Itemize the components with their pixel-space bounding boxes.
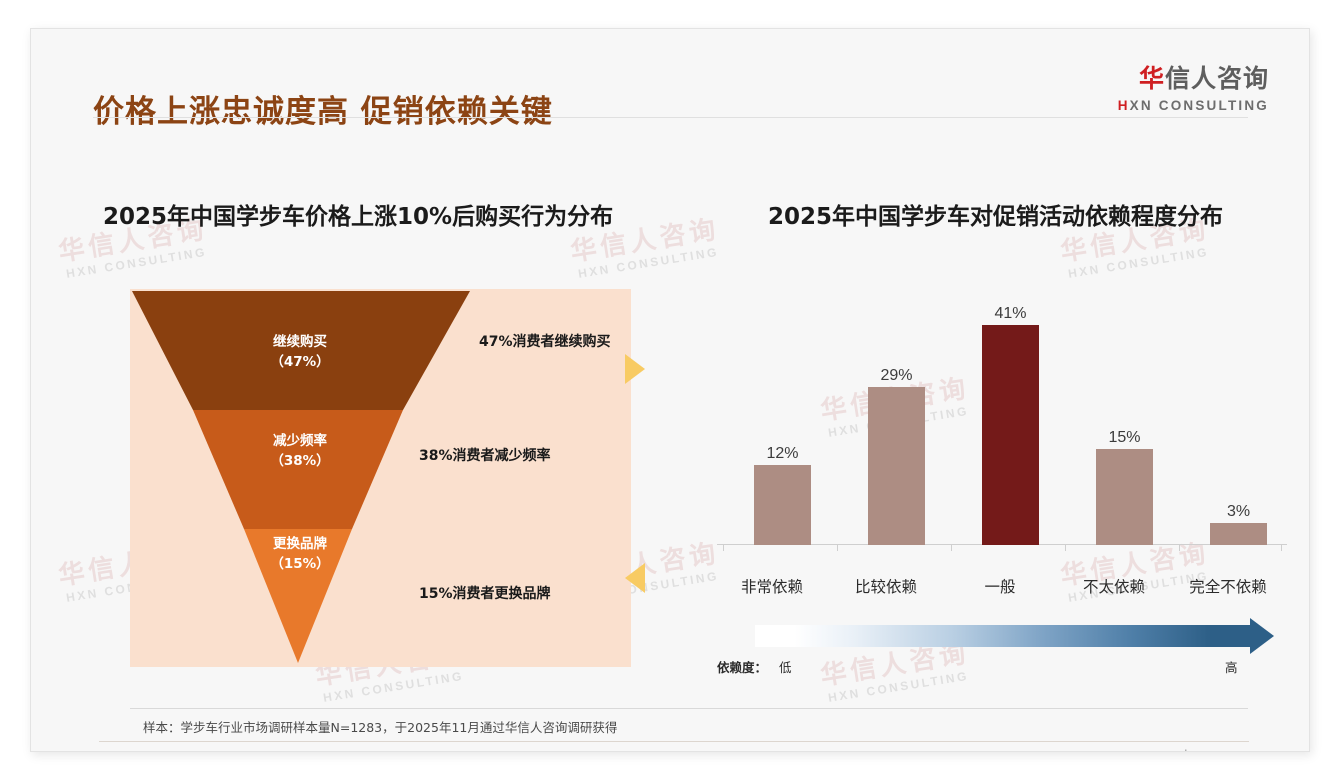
website-link[interactable]: www.hxrcon.com xyxy=(1155,748,1249,751)
dependence-bar-chart: 12% 29% 41% 15% 3% xyxy=(717,305,1287,569)
legend-low-label: 低 xyxy=(779,660,792,675)
bar-value-label: 12% xyxy=(766,445,799,462)
page-title: 价格上涨忠诚度高 促销依赖关键 xyxy=(93,94,553,130)
source-note: 样本：学步车行业市场调研样本量N=1283，于2025年11月通过华信人咨询调研… xyxy=(143,720,618,735)
funnel-label-name-2: 减少频率 xyxy=(273,433,327,449)
funnel-segment-label-3: 更换品牌 （15%） xyxy=(193,535,407,574)
bar-比较依赖[interactable] xyxy=(868,387,925,545)
funnel-segment-label-1: 继续购买 （47%） xyxy=(193,333,407,372)
logo-en-rest: XN CONSULTING xyxy=(1129,98,1269,113)
category-label-比较依赖: 比较依赖 xyxy=(854,578,917,596)
funnel-segment-label-2: 减少频率 （38%） xyxy=(193,432,407,471)
gradient-arrow-icon xyxy=(1250,618,1274,654)
watermark-en: HXN CONSULTING xyxy=(65,244,208,281)
bar-column[interactable] xyxy=(868,387,925,545)
funnel-segment-2 xyxy=(193,410,403,529)
funnel-shape xyxy=(132,291,470,663)
legend-high-label: 高 xyxy=(1225,660,1238,675)
funnel-chart: 继续购买 （47%） 减少频率 （38%） 更换品牌 （15%） 47%消费者继… xyxy=(130,289,631,667)
funnel-label-pct-2: （38%） xyxy=(270,452,330,469)
funnel-note-3: 15%消费者更换品牌 xyxy=(419,586,551,602)
funnel-segment-1 xyxy=(132,291,470,410)
watermark-en: HXN CONSULTING xyxy=(1067,244,1210,281)
right-chart-title: 2025年中国学步车对促销活动依赖程度分布 xyxy=(768,204,1224,230)
watermark-en: HXN CONSULTING xyxy=(577,244,720,281)
logo-chinese: 华信人咨询 xyxy=(1118,59,1269,95)
header: 价格上涨忠诚度高 促销依赖关键 华信人咨询 HXN CONSULTING xyxy=(31,29,1309,130)
title-divider xyxy=(93,117,1248,118)
slide: 华信人咨询 HXN CONSULTING 华信人咨询 HXN CONSULTIN… xyxy=(30,28,1310,752)
bar-一般[interactable] xyxy=(982,325,1039,545)
funnel-label-pct-1: （47%） xyxy=(270,353,330,370)
funnel-label-name-3: 更换品牌 xyxy=(273,536,327,552)
copyright-text: ©2026.1 HXR华信人咨询 xyxy=(99,748,248,751)
bar-value-label: 3% xyxy=(1226,503,1251,520)
arrow-left-icon xyxy=(625,563,645,593)
axis-tick xyxy=(1065,545,1066,551)
logo-cn-accent: 华 xyxy=(1138,64,1165,93)
logo-english: HXN CONSULTING xyxy=(1118,98,1269,113)
bar-value-label: 41% xyxy=(994,305,1027,322)
bar-完全不依赖[interactable] xyxy=(1210,523,1267,545)
arrow-right-icon xyxy=(625,354,645,384)
legend-title: 依赖度： xyxy=(717,660,768,675)
watermark-en: HXN CONSULTING xyxy=(322,668,465,705)
axis-tick xyxy=(1281,545,1282,551)
bar-value-label: 15% xyxy=(1108,429,1141,446)
axis-tick xyxy=(837,545,838,551)
bar-column[interactable] xyxy=(982,325,1039,545)
bar-value-label: 29% xyxy=(880,367,913,384)
left-chart-title: 2025年中国学步车价格上涨10%后购买行为分布 xyxy=(103,204,614,230)
funnel-note-2: 38%消费者减少频率 xyxy=(419,448,551,464)
bar-column[interactable] xyxy=(754,465,811,545)
category-label-不太依赖: 不太依赖 xyxy=(1082,578,1145,596)
funnel-label-pct-3: （15%） xyxy=(270,555,330,572)
category-label-一般: 一般 xyxy=(984,578,1016,596)
company-logo: 华信人咨询 HXN CONSULTING xyxy=(1118,59,1269,113)
logo-cn-rest: 信人咨询 xyxy=(1164,64,1269,93)
bar-非常依赖[interactable] xyxy=(754,465,811,545)
footer-divider xyxy=(99,741,1249,742)
bar-column[interactable] xyxy=(1096,449,1153,545)
dependence-gradient-legend: 依赖度： 低 高 xyxy=(717,618,1287,681)
axis-tick xyxy=(1179,545,1180,551)
axis-tick xyxy=(951,545,952,551)
bar-不太依赖[interactable] xyxy=(1096,449,1153,545)
source-divider xyxy=(130,708,1248,709)
logo-en-accent: H xyxy=(1117,98,1130,113)
funnel-label-name-1: 继续购买 xyxy=(273,334,327,350)
gradient-bar xyxy=(755,625,1250,647)
category-label-完全不依赖: 完全不依赖 xyxy=(1189,578,1267,596)
bar-column[interactable] xyxy=(1210,523,1267,545)
funnel-note-1: 47%消费者继续购买 xyxy=(479,334,611,350)
axis-tick xyxy=(723,545,724,551)
funnel-segment-3 xyxy=(244,529,352,663)
category-label-非常依赖: 非常依赖 xyxy=(740,578,803,596)
